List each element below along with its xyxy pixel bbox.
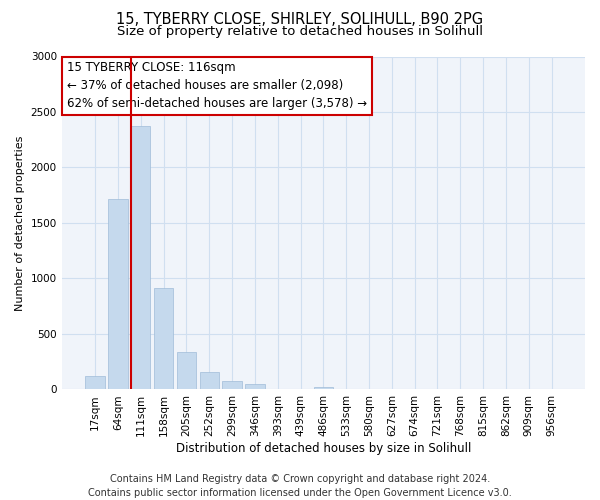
Bar [131,126,151,390]
Y-axis label: Number of detached properties: Number of detached properties [15,136,25,310]
Bar [85,376,105,390]
Bar [314,386,333,390]
Bar [154,288,173,390]
Text: Contains HM Land Registry data © Crown copyright and database right 2024.
Contai: Contains HM Land Registry data © Crown c… [88,474,512,498]
Bar [108,198,128,390]
Bar [223,380,242,390]
Bar [200,372,219,390]
Text: 15, TYBERRY CLOSE, SHIRLEY, SOLIHULL, B90 2PG: 15, TYBERRY CLOSE, SHIRLEY, SOLIHULL, B9… [116,12,484,28]
Bar [177,352,196,390]
Text: 15 TYBERRY CLOSE: 116sqm
← 37% of detached houses are smaller (2,098)
62% of sem: 15 TYBERRY CLOSE: 116sqm ← 37% of detach… [67,62,367,110]
X-axis label: Distribution of detached houses by size in Solihull: Distribution of detached houses by size … [176,442,471,455]
Bar [245,384,265,390]
Text: Size of property relative to detached houses in Solihull: Size of property relative to detached ho… [117,25,483,38]
